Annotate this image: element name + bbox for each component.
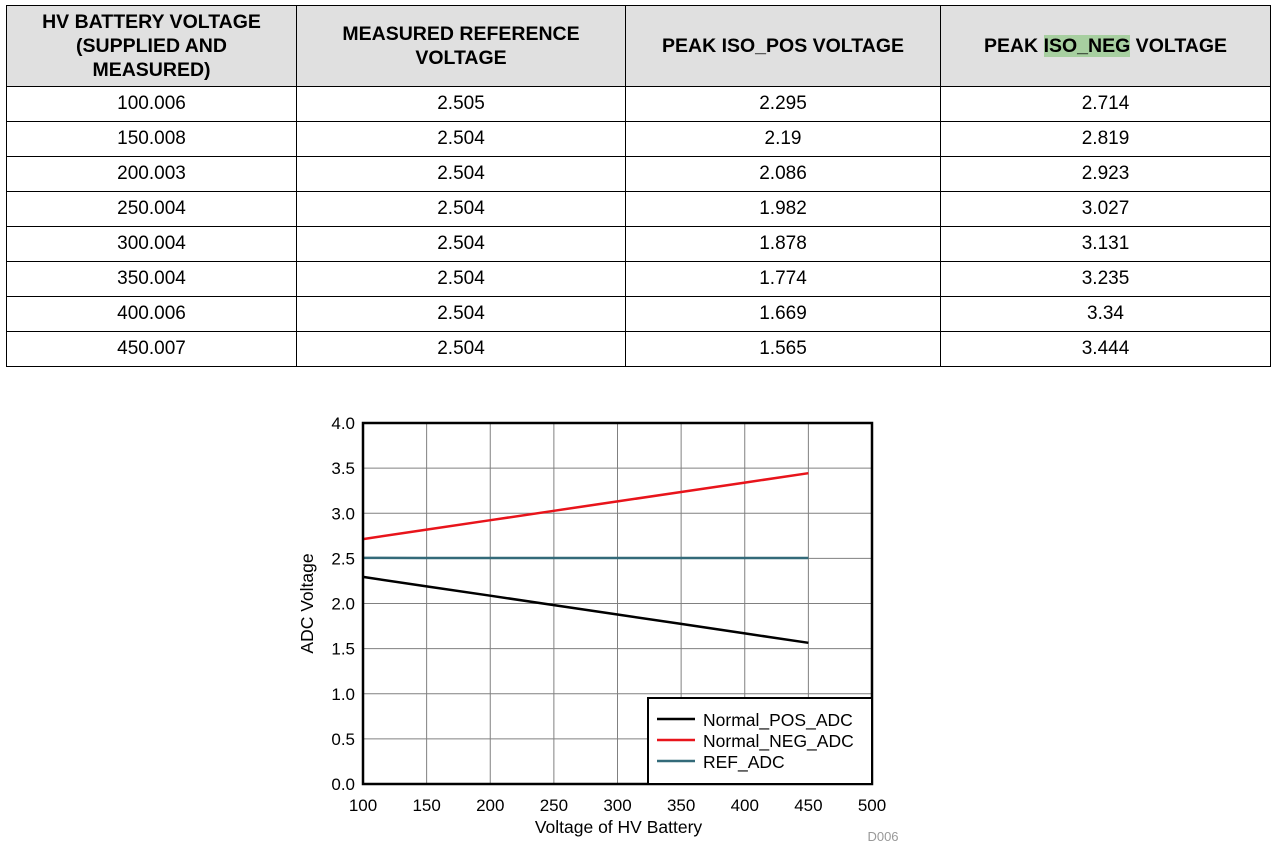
x-tick-label: 400 bbox=[731, 796, 759, 815]
legend-label: Normal_POS_ADC bbox=[703, 710, 853, 731]
x-tick-label: 300 bbox=[603, 796, 631, 815]
table-row: 450.007 2.504 1.565 3.444 bbox=[6, 331, 1271, 367]
header-line: (SUPPLIED AND bbox=[76, 35, 227, 57]
x-tick-label: 350 bbox=[667, 796, 695, 815]
table-cell: 2.923 bbox=[940, 156, 1271, 192]
highlighted-text: ISO_NEG bbox=[1043, 35, 1131, 57]
header-line: PEAK ISO_NEG VOLTAGE bbox=[983, 35, 1228, 57]
header-peak-iso-pos-voltage: PEAK ISO_POS VOLTAGE bbox=[625, 5, 941, 87]
table-row: 150.008 2.504 2.19 2.819 bbox=[6, 121, 1271, 157]
table-cell: 350.004 bbox=[6, 261, 297, 297]
x-axis-label: Voltage of HV Battery bbox=[535, 817, 703, 837]
series-line-normal-pos-adc bbox=[362, 575, 809, 645]
table-cell: 3.34 bbox=[940, 296, 1271, 332]
table-row: 300.004 2.504 1.878 3.131 bbox=[6, 226, 1271, 262]
series-line-normal-neg-adc bbox=[362, 471, 809, 541]
legend-label: REF_ADC bbox=[703, 752, 785, 773]
table-header-row: HV BATTERY VOLTAGE (SUPPLIED AND MEASURE… bbox=[6, 5, 1271, 87]
header-line: MEASURED REFERENCE bbox=[342, 23, 580, 45]
table-cell: 3.027 bbox=[940, 191, 1271, 227]
y-tick-label: 0.0 bbox=[331, 775, 355, 794]
table-cell: 1.669 bbox=[625, 296, 941, 332]
y-tick-label: 2.0 bbox=[331, 595, 355, 614]
table-cell: 2.086 bbox=[625, 156, 941, 192]
y-tick-label: 1.5 bbox=[331, 640, 355, 659]
header-peak-iso-neg-voltage: PEAK ISO_NEG VOLTAGE bbox=[940, 5, 1271, 87]
header-line: HV BATTERY VOLTAGE bbox=[42, 11, 261, 33]
x-tick-label: 150 bbox=[412, 796, 440, 815]
table-row: 400.006 2.504 1.669 3.34 bbox=[6, 296, 1271, 332]
table-cell: 2.505 bbox=[296, 86, 626, 122]
figure-id: D006 bbox=[867, 829, 898, 844]
y-tick-label: 4.0 bbox=[331, 414, 355, 433]
header-line: MEASURED) bbox=[92, 59, 211, 81]
y-tick-label: 1.0 bbox=[331, 685, 355, 704]
x-tick-label: 500 bbox=[858, 796, 886, 815]
x-tick-label: 250 bbox=[540, 796, 568, 815]
table-cell: 1.982 bbox=[625, 191, 941, 227]
table-cell: 2.295 bbox=[625, 86, 941, 122]
table-cell: 3.444 bbox=[940, 331, 1271, 367]
table-body: 100.006 2.505 2.295 2.714 150.008 2.504 2.19 2.… bbox=[6, 86, 1271, 367]
table-cell: 1.565 bbox=[625, 331, 941, 367]
x-tick-label: 450 bbox=[794, 796, 822, 815]
table-cell: 250.004 bbox=[6, 191, 297, 227]
legend-label: Normal_NEG_ADC bbox=[703, 731, 854, 752]
header-line: PEAK ISO_POS VOLTAGE bbox=[662, 35, 904, 57]
plot-frame bbox=[361, 421, 874, 786]
table-cell: 3.235 bbox=[940, 261, 1271, 297]
table-cell: 450.007 bbox=[6, 331, 297, 367]
y-tick-label: 3.5 bbox=[331, 459, 355, 478]
table-cell: 1.774 bbox=[625, 261, 941, 297]
header-hv-battery-voltage: HV BATTERY VOLTAGE (SUPPLIED AND MEASURE… bbox=[6, 5, 297, 87]
x-tick-label: 200 bbox=[476, 796, 504, 815]
table-cell: 2.504 bbox=[296, 191, 626, 227]
y-axis-label: ADC Voltage bbox=[297, 553, 317, 653]
voltage-table: HV BATTERY VOLTAGE (SUPPLIED AND MEASURE… bbox=[6, 5, 1271, 367]
y-tick-label: 3.0 bbox=[331, 504, 355, 523]
header-measured-reference-voltage: MEASURED REFERENCE VOLTAGE bbox=[296, 5, 626, 87]
table-cell: 2.504 bbox=[296, 156, 626, 192]
table-cell: 1.878 bbox=[625, 226, 941, 262]
y-tick-label: 0.5 bbox=[331, 730, 355, 749]
table-cell: 300.004 bbox=[6, 226, 297, 262]
table-row: 250.004 2.504 1.982 3.027 bbox=[6, 191, 1271, 227]
y-tick-label: 2.5 bbox=[331, 549, 355, 568]
header-line: VOLTAGE bbox=[415, 47, 507, 69]
table-cell: 150.008 bbox=[6, 121, 297, 157]
table-row: 350.004 2.504 1.774 3.235 bbox=[6, 261, 1271, 297]
x-tick-label: 100 bbox=[349, 796, 377, 815]
